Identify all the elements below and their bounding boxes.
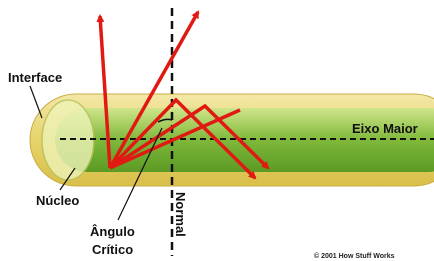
fiber-diagram: Interface Núcleo Ângulo Crítico Normal E… (0, 0, 434, 261)
interface-label: Interface (8, 70, 62, 85)
normal-label: Normal (173, 192, 188, 237)
core-label: Núcleo (36, 193, 79, 208)
critical-angle-label: Ângulo (90, 224, 135, 239)
copyright: © 2001 How Stuff Works (314, 252, 395, 260)
critical-angle-label: Crítico (92, 242, 133, 257)
major-axis-label: Eixo Maior (352, 121, 418, 136)
